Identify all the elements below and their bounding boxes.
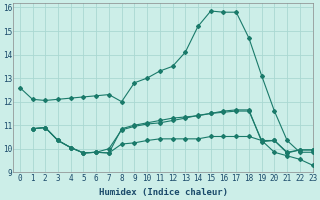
X-axis label: Humidex (Indice chaleur): Humidex (Indice chaleur): [99, 188, 228, 197]
